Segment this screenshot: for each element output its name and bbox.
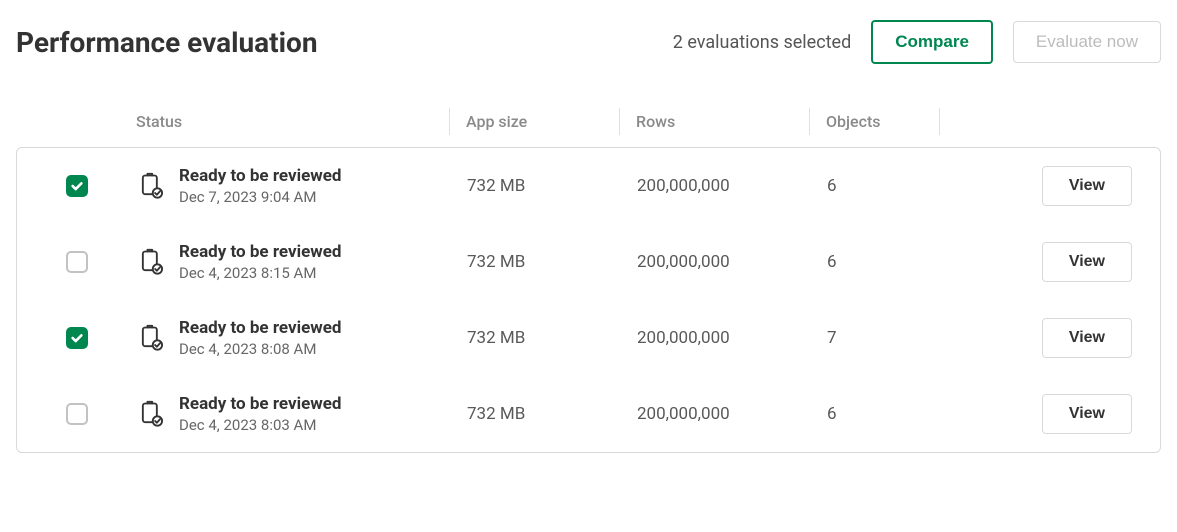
row-checkbox[interactable] (66, 251, 88, 273)
rows-cell: 200,000,000 (637, 176, 827, 196)
clipboard-check-icon (137, 172, 165, 200)
status-cell: Ready to be reviewed Dec 7, 2023 9:04 AM (137, 166, 467, 206)
table-row: Ready to be reviewed Dec 4, 2023 8:08 AM 7… (17, 300, 1160, 376)
evaluate-now-button[interactable]: Evaluate now (1013, 21, 1161, 63)
app-size-cell: 732 MB (467, 404, 637, 424)
status-date: Dec 4, 2023 8:15 AM (179, 264, 342, 282)
action-cell: View (957, 242, 1160, 282)
rows-cell: 200,000,000 (637, 404, 827, 424)
column-header-rows: Rows (636, 112, 826, 131)
status-label: Ready to be reviewed (179, 394, 342, 414)
status-label: Ready to be reviewed (179, 242, 342, 262)
app-size-cell: 732 MB (467, 328, 637, 348)
status-label: Ready to be reviewed (179, 318, 342, 338)
status-cell: Ready to be reviewed Dec 4, 2023 8:08 AM (137, 318, 467, 358)
rows-cell: 200,000,000 (637, 328, 827, 348)
status-text-wrap: Ready to be reviewed Dec 4, 2023 8:08 AM (179, 318, 342, 358)
table-row: Ready to be reviewed Dec 4, 2023 8:03 AM 7… (17, 376, 1160, 452)
status-text-wrap: Ready to be reviewed Dec 7, 2023 9:04 AM (179, 166, 342, 206)
page-header: Performance evaluation 2 evaluations sel… (16, 20, 1161, 64)
compare-button[interactable]: Compare (871, 20, 993, 64)
view-button[interactable]: View (1042, 242, 1132, 282)
column-header-objects: Objects (826, 112, 956, 131)
checkbox-cell (17, 175, 137, 197)
table-row: Ready to be reviewed Dec 7, 2023 9:04 AM 7… (17, 148, 1160, 224)
row-checkbox[interactable] (66, 403, 88, 425)
status-date: Dec 7, 2023 9:04 AM (179, 188, 342, 206)
status-text-wrap: Ready to be reviewed Dec 4, 2023 8:03 AM (179, 394, 342, 434)
objects-cell: 7 (827, 328, 957, 348)
checkbox-cell (17, 327, 137, 349)
table-header: Status App size Rows Objects (16, 112, 1161, 147)
objects-cell: 6 (827, 176, 957, 196)
view-button[interactable]: View (1042, 394, 1132, 434)
header-actions: 2 evaluations selected Compare Evaluate … (673, 20, 1161, 64)
checkbox-cell (17, 403, 137, 425)
table-row: Ready to be reviewed Dec 4, 2023 8:15 AM 7… (17, 224, 1160, 300)
page-title: Performance evaluation (16, 26, 318, 59)
objects-cell: 6 (827, 252, 957, 272)
column-header-app-size: App size (466, 112, 636, 131)
clipboard-check-icon (137, 400, 165, 428)
action-cell: View (957, 394, 1160, 434)
action-cell: View (957, 318, 1160, 358)
status-cell: Ready to be reviewed Dec 4, 2023 8:15 AM (137, 242, 467, 282)
rows-cell: 200,000,000 (637, 252, 827, 272)
objects-cell: 6 (827, 404, 957, 424)
action-cell: View (957, 166, 1160, 206)
app-size-cell: 732 MB (467, 176, 637, 196)
row-checkbox[interactable] (66, 175, 88, 197)
view-button[interactable]: View (1042, 166, 1132, 206)
app-size-cell: 732 MB (467, 252, 637, 272)
column-header-status: Status (136, 112, 466, 131)
checkbox-cell (17, 251, 137, 273)
evaluations-list: Ready to be reviewed Dec 7, 2023 9:04 AM 7… (16, 147, 1161, 453)
view-button[interactable]: View (1042, 318, 1132, 358)
status-date: Dec 4, 2023 8:03 AM (179, 416, 342, 434)
selection-count-text: 2 evaluations selected (673, 32, 851, 53)
status-cell: Ready to be reviewed Dec 4, 2023 8:03 AM (137, 394, 467, 434)
status-text-wrap: Ready to be reviewed Dec 4, 2023 8:15 AM (179, 242, 342, 282)
status-date: Dec 4, 2023 8:08 AM (179, 340, 342, 358)
row-checkbox[interactable] (66, 327, 88, 349)
clipboard-check-icon (137, 248, 165, 276)
clipboard-check-icon (137, 324, 165, 352)
status-label: Ready to be reviewed (179, 166, 342, 186)
